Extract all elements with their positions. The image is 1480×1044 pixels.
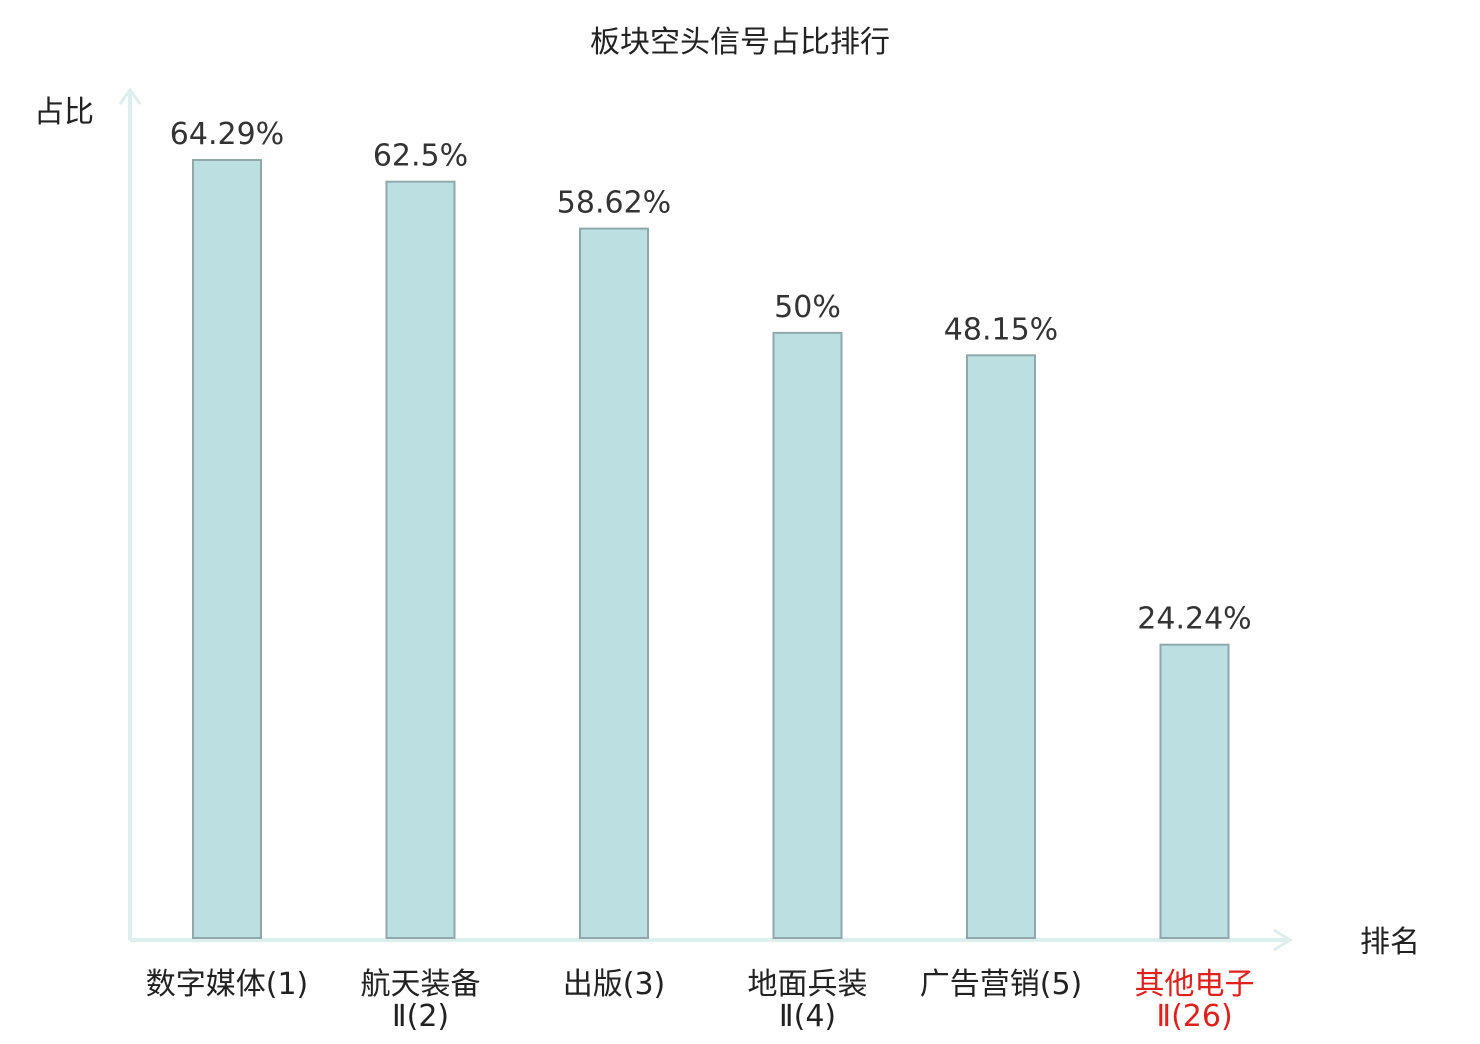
bar bbox=[579, 227, 649, 940]
bars-group bbox=[192, 159, 1230, 940]
y-axis-arrow bbox=[118, 87, 142, 105]
category-tick-label: Ⅱ(4) bbox=[779, 999, 836, 1034]
bar bbox=[385, 180, 456, 939]
bar-value-label: 58.62% bbox=[557, 186, 671, 221]
bar-value-label: 48.15% bbox=[944, 312, 1058, 347]
chart-title: 板块空头信号占比排行 bbox=[590, 25, 890, 60]
bar-value-label: 64.29% bbox=[170, 117, 284, 152]
bar-value-label: 24.24% bbox=[1137, 602, 1251, 637]
bar-value-label: 50% bbox=[774, 290, 841, 325]
bar-value-label: 62.5% bbox=[373, 139, 468, 174]
category-tick-label: 航天装备 bbox=[361, 967, 481, 1002]
category-tick-label: 地面兵装 bbox=[748, 967, 868, 1002]
bar bbox=[1159, 643, 1230, 939]
bar bbox=[772, 331, 843, 939]
y-axis-label: 占比 bbox=[34, 95, 94, 130]
category-tick-label: 出版(3) bbox=[563, 967, 666, 1002]
axes bbox=[118, 87, 1293, 952]
x-axis-arrow bbox=[1273, 928, 1293, 952]
category-tick-label: 数字媒体(1) bbox=[146, 967, 309, 1002]
value-labels-group: 64.29% 62.5% 58.62% 50% 48.15% 24.24% bbox=[170, 117, 1252, 637]
category-tick-label: Ⅱ(2) bbox=[392, 999, 449, 1034]
category-tick-label: 广告营销(5) bbox=[920, 967, 1083, 1002]
category-tick-label: 其他电子 bbox=[1135, 967, 1255, 1002]
bar bbox=[192, 159, 262, 939]
x-axis-label: 排名 bbox=[1360, 925, 1420, 960]
bar bbox=[966, 354, 1036, 939]
category-tick-label: Ⅱ(26) bbox=[1156, 999, 1232, 1034]
